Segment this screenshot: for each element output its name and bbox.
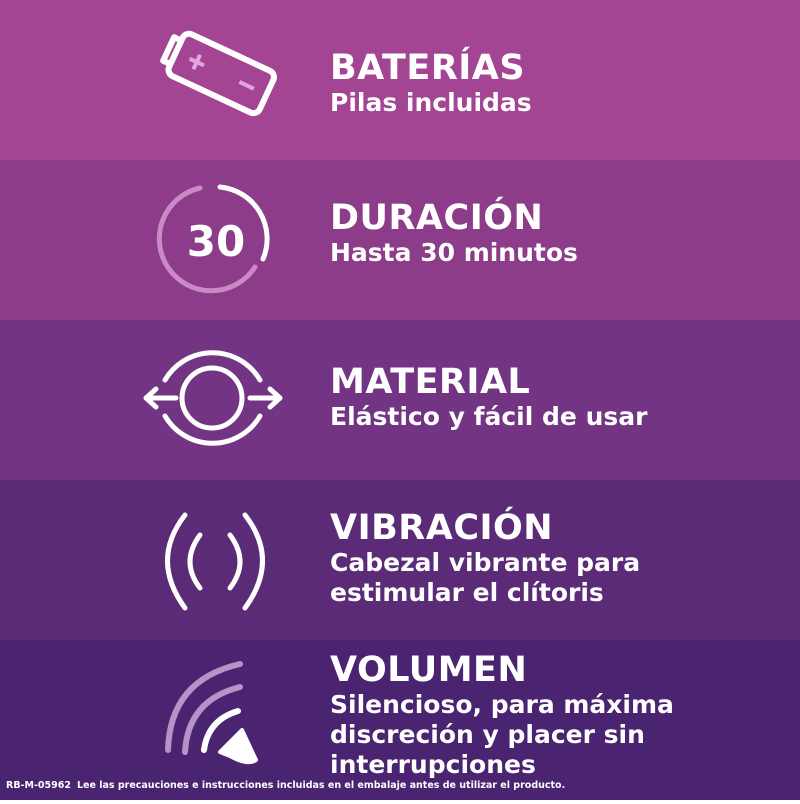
feature-desc: discreción y placer sin [330, 720, 645, 749]
feature-volumen: VOLUMEN Silencioso, para máxima discreci… [0, 640, 800, 800]
product-code: RB-M-05962 [6, 780, 71, 791]
feature-title: DURACIÓN [330, 198, 544, 238]
battery-icon [130, 0, 300, 160]
feature-desc: Pilas incluidas [330, 88, 532, 117]
feature-duracion: 30 DURACIÓN Hasta 30 minutos [0, 160, 800, 320]
feature-title: VIBRACIÓN [330, 508, 554, 548]
disclaimer-text: Lee las precauciones e instrucciones inc… [76, 780, 566, 791]
feature-vibracion: VIBRACIÓN Cabezal vibrante para estimula… [0, 480, 800, 640]
feature-title: VOLUMEN [330, 650, 528, 690]
feature-title: BATERÍAS [330, 48, 526, 88]
feature-desc: Hasta 30 minutos [330, 238, 578, 267]
svg-text:30: 30 [187, 217, 245, 266]
stretch-circle-icon [130, 320, 300, 480]
feature-desc: Silencioso, para máxima [330, 690, 674, 719]
timer-30-icon: 30 [130, 160, 300, 320]
footer-disclaimer: RB-M-05962 Lee las precauciones e instruc… [6, 780, 571, 791]
vibration-icon [130, 480, 300, 640]
feature-desc: Elástico y fácil de usar [330, 402, 648, 431]
feature-baterias: BATERÍAS Pilas incluidas [0, 0, 800, 160]
feature-desc: Cabezal vibrante para [330, 548, 641, 577]
volume-icon [130, 640, 300, 800]
feature-desc: estimular el clítoris [330, 578, 604, 607]
feature-title: MATERIAL [330, 362, 531, 402]
feature-material: MATERIAL Elástico y fácil de usar [0, 320, 800, 480]
feature-desc: interrupciones [330, 750, 536, 779]
